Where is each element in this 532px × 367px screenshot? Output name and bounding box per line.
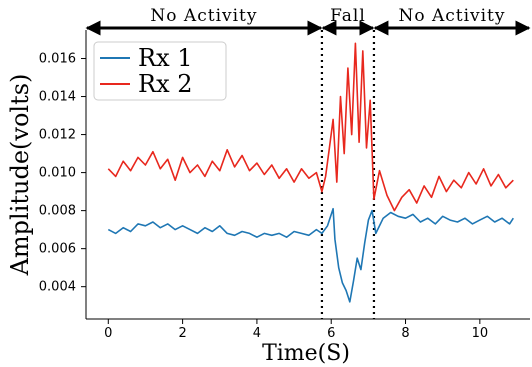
x-tick-label: 6	[327, 326, 335, 341]
y-axis-title: Amplitude(volts)	[6, 74, 34, 277]
y-tick-label: 0.006	[39, 242, 76, 257]
y-tick-label: 0.012	[39, 128, 76, 143]
x-axis-title: Time(S)	[262, 341, 350, 366]
y-tick-label: 0.008	[39, 204, 76, 219]
legend-label-rx1: Rx 1	[138, 44, 193, 72]
y-tick-label: 0.010	[39, 166, 76, 181]
x-tick-label: 10	[472, 326, 489, 341]
phase-label-2: Fall	[330, 6, 366, 26]
x-tick-label: 8	[401, 326, 409, 341]
series-line-rx2	[107, 42, 514, 212]
y-tick-label: 0.016	[39, 52, 76, 67]
series-lines	[107, 42, 514, 303]
y-tick-label: 0.004	[39, 280, 76, 295]
axes: 0 2 4 6 8 10 0.004 0.006 0.008 0.010 0.012 0.014 0.0…	[6, 30, 530, 366]
legend: Rx 1Rx 2	[93, 41, 227, 101]
x-tick-label: 2	[178, 326, 186, 341]
phase-annotations: No Activity Fall No Activity	[85, 6, 531, 319]
phase-label-3: No Activity	[398, 6, 505, 26]
x-tick-label: 0	[104, 326, 112, 341]
legend-box	[93, 41, 227, 101]
x-tick-label: 4	[253, 326, 261, 341]
legend-label-rx2: Rx 2	[138, 70, 193, 98]
y-tick-label: 0.014	[39, 90, 76, 105]
series-line-rx1	[107, 207, 514, 303]
phase-label-1: No Activity	[150, 6, 257, 26]
